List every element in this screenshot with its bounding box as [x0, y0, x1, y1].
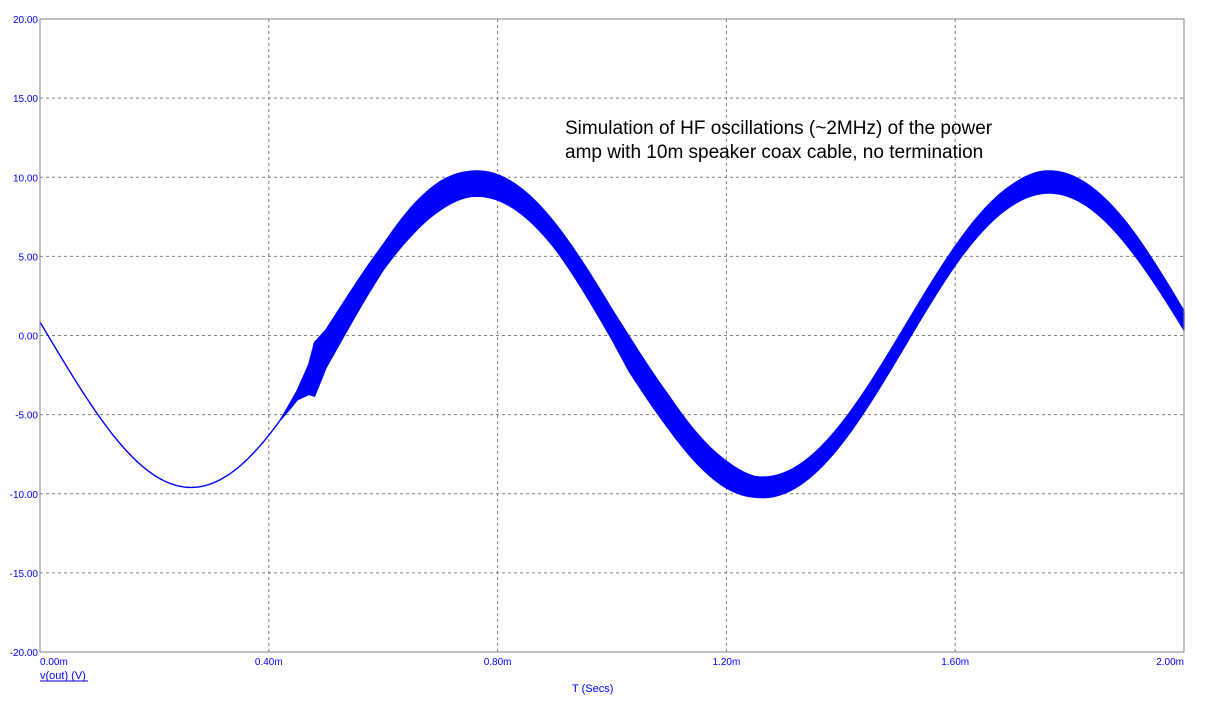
- y-tick-label: -15.00: [10, 569, 39, 580]
- x-tick-label: 2.00m: [1156, 657, 1184, 668]
- x-tick-label: 1.60m: [941, 657, 969, 668]
- y-tick-label: -5.00: [15, 411, 38, 422]
- x-tick-labels: 0.00m 0.40m 0.80m 1.20m 1.60m 2.00m: [40, 657, 1184, 668]
- plot-frame: [39, 18, 1185, 653]
- y-tick-label: 0.00: [19, 332, 39, 343]
- y-tick-label: 5.00: [19, 252, 39, 263]
- x-tick-label: 0.80m: [484, 657, 512, 668]
- y-axis-label: v(out) (V): [40, 670, 86, 682]
- y-tick-label: 15.00: [13, 94, 38, 105]
- y-tick-label: 20.00: [13, 15, 38, 26]
- trace-layer: [39, 170, 1185, 499]
- y-tick-label: 10.00: [13, 173, 38, 184]
- series-vout-trace: [39, 170, 1185, 499]
- y-tick-label: -10.00: [10, 490, 39, 501]
- y-tick-labels: 20.00 15.00 10.00 5.00 0.00 -5.00 -10.00 -15.00…: [10, 15, 39, 659]
- x-tick-label: 1.20m: [713, 657, 741, 668]
- annotation-line-1: Simulation of HF oscillations (~2MHz) of…: [565, 118, 993, 139]
- annotation-line-2: amp with 10m speaker coax cable, no term…: [565, 142, 983, 163]
- x-tick-label: 0.00m: [40, 657, 68, 668]
- x-axis-label: T (Secs): [572, 683, 613, 695]
- x-tick-label: 0.40m: [255, 657, 283, 668]
- y-tick-label: -20.00: [10, 648, 39, 659]
